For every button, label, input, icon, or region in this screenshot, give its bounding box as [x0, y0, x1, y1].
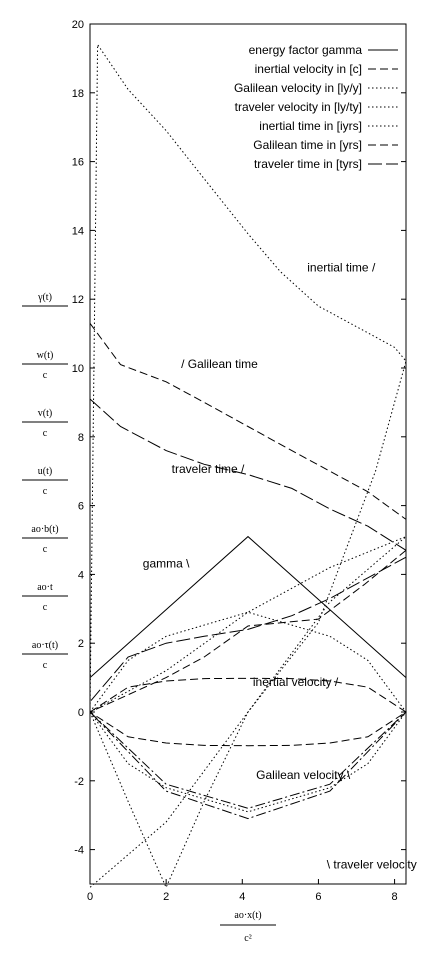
legend-label: inertial velocity in [c]	[255, 62, 362, 76]
series-line-6	[89, 398, 407, 703]
y-label-numerator: ao·b(t)	[31, 524, 58, 535]
y-tick-label: 10	[72, 363, 84, 375]
x-ticks: 0 2 4 6 8	[87, 879, 398, 903]
x-tick-label: 2	[163, 891, 169, 903]
y-label-numerator: ao·τ(t)	[32, 640, 58, 651]
y-tick-label: 16	[72, 157, 84, 169]
y-label-denominator: c	[43, 660, 48, 671]
y-ticks: -4 -2 0 2 4 6 8 10 12 14 16 18 20	[72, 19, 406, 857]
x-tick-label: 4	[239, 891, 245, 903]
legend-label: energy factor gamma	[249, 43, 363, 57]
plot-lines	[89, 43, 407, 889]
annotation-label: inertial time /	[307, 261, 376, 275]
x-tick-label: 0	[87, 891, 93, 903]
y-label-denominator: c	[43, 544, 48, 555]
series-line-7	[89, 711, 407, 820]
x-tick-label: 6	[315, 891, 321, 903]
y-tick-label: 14	[72, 225, 84, 237]
x-label-numerator: ao·x(t)	[234, 910, 261, 921]
y-label-denominator: c	[43, 486, 48, 497]
y-label-denominator: c	[43, 428, 48, 439]
legend-label: Galilean velocity in [ly/y]	[234, 81, 362, 95]
y-tick-label: 8	[78, 432, 84, 444]
plot-frame	[89, 23, 407, 885]
y-tick-label: 20	[72, 19, 84, 31]
x-tick-label: 8	[392, 891, 398, 903]
legend-label: traveler velocity in [ly/ty]	[235, 100, 362, 114]
y-label-numerator: v(t)	[38, 408, 52, 419]
y-tick-label: -4	[74, 845, 84, 857]
legend-label: inertial time in [iyrs]	[259, 119, 362, 133]
annotation-label: Galilean velocity \	[256, 768, 351, 782]
y-label-denominator: c	[43, 602, 48, 613]
y-tick-label: 4	[78, 569, 84, 581]
legend: energy factor gamma inertial velocity in …	[234, 43, 398, 171]
y-label-numerator: ao·t	[37, 582, 53, 593]
y-label-numerator: w(t)	[37, 350, 54, 361]
annotations: inertial time / / Galilean time traveler t…	[143, 261, 417, 872]
legend-label: traveler time in [tyrs]	[254, 157, 362, 171]
y-tick-label: 0	[78, 707, 84, 719]
y-tick-label: -2	[74, 776, 84, 788]
y-label-denominator: c	[43, 370, 48, 381]
y-label-numerator: γ(t)	[37, 292, 52, 303]
legend-label: Galilean time in [yrs]	[253, 138, 362, 152]
y-tick-label: 12	[72, 294, 84, 306]
annotation-label: inertial velocity /	[253, 675, 339, 689]
series-line-4	[89, 43, 407, 889]
series-line-0	[89, 535, 407, 678]
annotation-label: \ traveler velocity	[327, 858, 417, 872]
series-line-2	[89, 536, 407, 888]
annotation-label: gamma \	[143, 557, 190, 571]
y-label-numerator: u(t)	[38, 466, 52, 477]
y-tick-label: 6	[78, 501, 84, 513]
y-tick-label: 18	[72, 88, 84, 100]
x-label-denominator: c²	[244, 933, 251, 944]
x-axis-label: ao·x(t) c²	[220, 910, 276, 944]
annotation-label: / Galilean time	[181, 357, 258, 371]
annotation-label: traveler time /	[172, 462, 245, 476]
y-axis-labels: γ(t) w(t) c v(t) c u(t) c ao·b(t) c ao·t c ao·τ(t) c	[22, 292, 68, 671]
y-tick-label: 2	[78, 638, 84, 650]
